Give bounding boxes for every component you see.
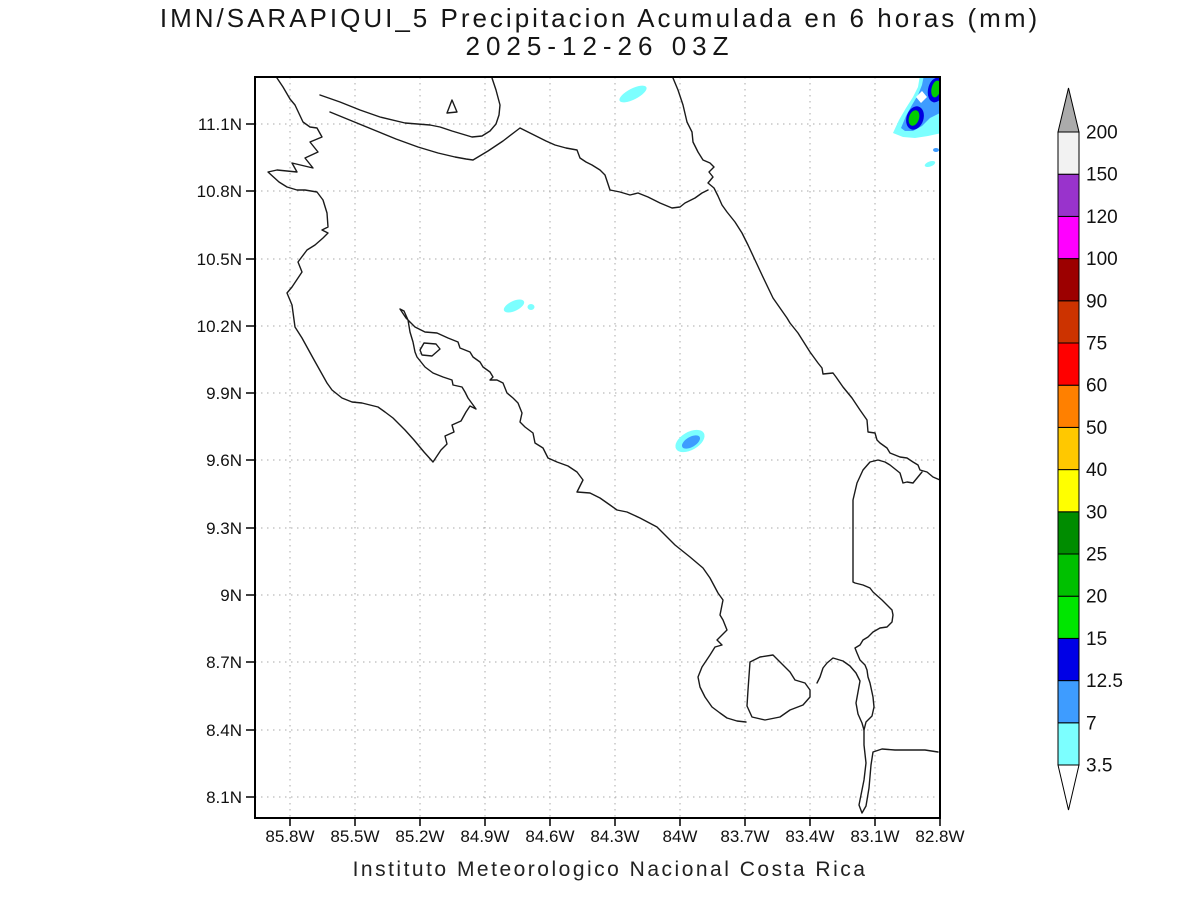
colorbar-level-label: 7 xyxy=(1086,713,1097,734)
plot-title: IMN/SARAPIQUI_5 Precipitacion Acumulada … xyxy=(159,3,1041,33)
lon-tick-label: 85.2W xyxy=(395,827,444,846)
coastline-caribbean-coast xyxy=(672,77,940,481)
coastline-isla-chira xyxy=(419,342,441,357)
colorbar-segment xyxy=(1057,426,1080,471)
lat-tick-label: 10.2N xyxy=(197,317,242,336)
lon-tick-label: 84.6W xyxy=(525,827,574,846)
lon-tick-label: 85.8W xyxy=(265,827,314,846)
coastline-small-island xyxy=(446,99,458,114)
colorbar-segment xyxy=(1057,553,1080,597)
lat-tick-label: 9.9N xyxy=(206,384,242,403)
lon-tick-label: 83.7W xyxy=(720,827,769,846)
plot-frame xyxy=(254,76,941,819)
colorbar-segment xyxy=(1057,384,1080,428)
lat-tick-label: 9N xyxy=(220,586,242,605)
lat-tick-label: 9.6N xyxy=(206,451,242,470)
lon-tick-label: 83.4W xyxy=(785,827,834,846)
colorbar-segment xyxy=(1057,258,1080,302)
colorbar-level-label: 100 xyxy=(1086,249,1118,270)
axis-ticks xyxy=(246,123,941,826)
coastline-pacific-coast xyxy=(267,77,747,723)
precipitation-cells xyxy=(503,77,940,453)
coastline-border-north xyxy=(329,111,709,209)
colorbar-level-label: 200 xyxy=(1086,123,1118,144)
colorbar-level-label: 120 xyxy=(1086,207,1118,228)
colorbar-segment xyxy=(1057,680,1080,724)
axis-labels: 85.8W 85.5W 85.2W 84.9W 84.6W 84.3W 84W 83.7W 83… xyxy=(197,115,965,846)
colorbar-segment xyxy=(1057,469,1080,513)
coastline-osa-peninsula xyxy=(746,654,811,721)
colorbar-level-label: 50 xyxy=(1086,418,1107,439)
coastline-lake-nicaragua-shore xyxy=(319,77,501,138)
colorbar-level-label: 90 xyxy=(1086,291,1107,312)
coastline-border-south-panama xyxy=(852,459,939,814)
colorbar-level-label: 25 xyxy=(1086,545,1107,566)
colorbar-segment xyxy=(1057,637,1080,682)
colorbar-level-label: 15 xyxy=(1086,629,1107,650)
lat-tick-label: 10.5N xyxy=(197,250,242,269)
colorbar-arrow-top xyxy=(1057,87,1080,133)
lon-tick-label: 82.8W xyxy=(915,827,964,846)
lon-tick-label: 84.9W xyxy=(460,827,509,846)
colorbar-level-label: 60 xyxy=(1086,376,1107,397)
gridlines xyxy=(255,77,941,818)
colorbar-arrow-bottom xyxy=(1057,764,1080,811)
colorbar-segment xyxy=(1057,173,1080,217)
lat-tick-label: 10.8N xyxy=(197,182,242,201)
colorbar-segment xyxy=(1057,215,1080,260)
plot-subtitle: 2025-12-26 03Z xyxy=(465,31,735,61)
lon-tick-label: 84W xyxy=(663,827,698,846)
lat-tick-label: 8.4N xyxy=(206,721,242,740)
colorbar-level-label: 20 xyxy=(1086,587,1107,608)
lat-tick-label: 8.7N xyxy=(206,653,242,672)
colorbar-legend: 3.5 7 12.5 15 20 25 30 40 50 60 75 90 100 120 150 200 xyxy=(1057,87,1123,811)
colorbar-level-label: 75 xyxy=(1086,334,1107,355)
colorbar-level-label: 40 xyxy=(1086,460,1107,481)
colorbar-segment xyxy=(1057,300,1080,344)
caption: Instituto Meteorologico Nacional Costa R… xyxy=(352,858,868,881)
lon-tick-label: 85.5W xyxy=(330,827,379,846)
colorbar-segment xyxy=(1057,511,1080,555)
lat-tick-label: 8.1N xyxy=(206,788,242,807)
colorbar-segment xyxy=(1057,722,1080,766)
coastline-golfo-dulce-south-coast xyxy=(816,657,865,731)
lon-tick-label: 83.1W xyxy=(850,827,899,846)
lat-tick-label: 9.3N xyxy=(206,519,242,538)
colorbar-segment xyxy=(1057,595,1080,639)
colorbar-segment xyxy=(1057,131,1080,175)
colorbar-level-label: 30 xyxy=(1086,502,1107,523)
lon-tick-label: 84.3W xyxy=(590,827,639,846)
colorbar-segment xyxy=(1057,342,1080,386)
colorbar-level-label: 12.5 xyxy=(1086,671,1123,692)
coastlines-group xyxy=(267,77,940,814)
colorbar-level-label: 150 xyxy=(1086,165,1118,186)
lat-tick-label: 11.1N xyxy=(198,115,242,134)
colorbar-level-label: 3.5 xyxy=(1086,756,1112,777)
